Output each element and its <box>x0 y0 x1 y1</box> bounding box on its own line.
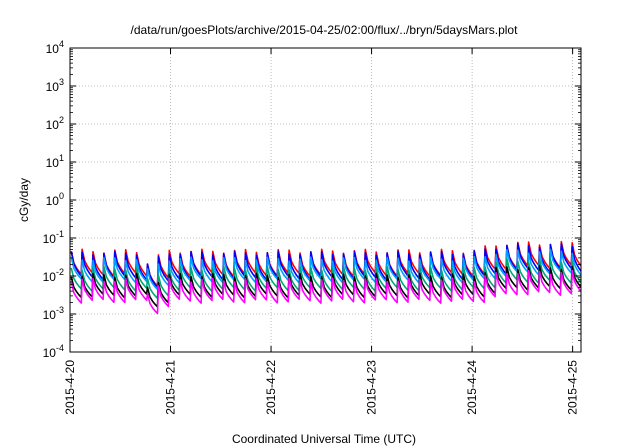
x-tick-label: 2015-4-22 <box>264 360 278 415</box>
chart-title: /data/run/goesPlots/archive/2015-04-25/0… <box>131 23 519 37</box>
x-tick-label: 2015-4-21 <box>164 360 178 415</box>
y-tick-label: 10-1 <box>43 229 64 246</box>
y-tick-label: 102 <box>46 115 64 132</box>
y-tick-label: 10-3 <box>43 305 64 322</box>
y-tick-label: 10-2 <box>43 267 64 284</box>
x-tick-label: 2015-4-20 <box>63 360 77 415</box>
y-tick-label: 103 <box>46 77 64 94</box>
y-tick-label: 101 <box>46 153 64 170</box>
y-axis: 10-4 10-3 10-2 10-1 100 101 102 103 104 <box>43 39 581 360</box>
grid <box>70 48 581 352</box>
y-tick-label: 104 <box>46 39 64 56</box>
y-tick-label: 100 <box>46 191 64 208</box>
x-axis-label: Coordinated Universal Time (UTC) <box>232 432 416 446</box>
series-group <box>70 240 582 315</box>
series-line-5 <box>70 269 582 315</box>
y-tick-label: 10-4 <box>43 343 64 360</box>
x-tick-label: 2015-4-23 <box>365 360 379 415</box>
x-tick-label: 2015-4-24 <box>465 360 479 415</box>
x-axis: 2015-4-20 2015-4-21 2015-4-22 2015-4-23 2015… <box>63 48 580 415</box>
x-tick-label: 2015-4-25 <box>566 360 580 415</box>
y-axis-label: cGy/day <box>17 178 31 222</box>
